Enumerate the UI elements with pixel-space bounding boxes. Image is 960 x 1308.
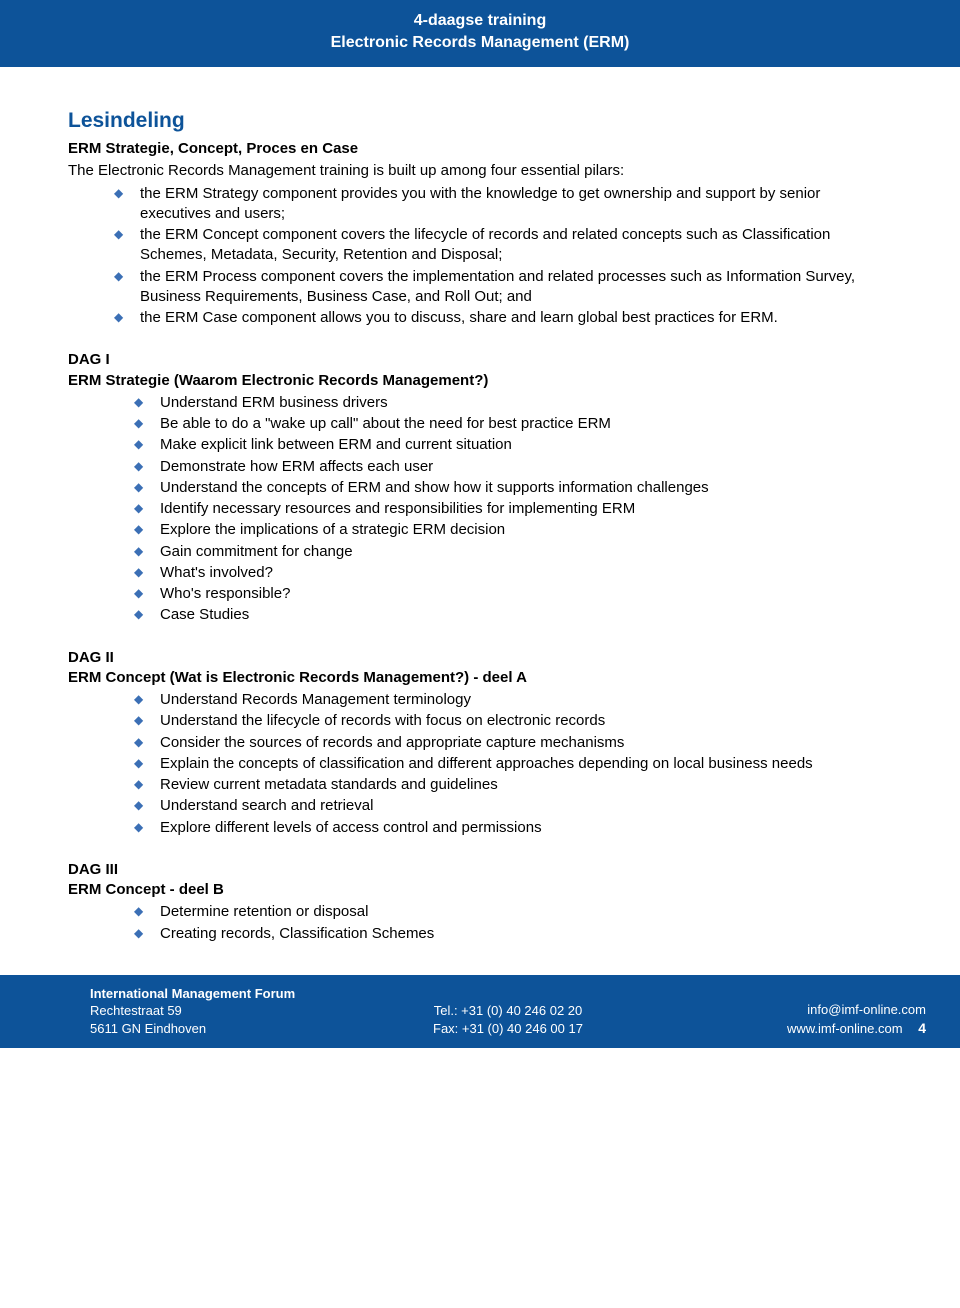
footer-fax: Fax: +31 (0) 40 246 00 17 — [375, 1020, 640, 1038]
document-header: 4-daagse training Electronic Records Man… — [0, 0, 960, 67]
list-item: Understand the concepts of ERM and show … — [134, 478, 892, 498]
list-item: the ERM Process component covers the imp… — [114, 267, 892, 308]
footer-email: info@imf-online.com — [661, 1001, 926, 1019]
list-item: Who's responsible? — [134, 584, 892, 604]
list-item: Demonstrate how ERM affects each user — [134, 457, 892, 477]
intro-text: The Electronic Records Management traini… — [68, 161, 892, 181]
footer-address: International Management Forum Rechtestr… — [0, 985, 365, 1038]
list-item: Creating records, Classification Schemes — [134, 924, 892, 944]
dag-label: DAG I — [68, 350, 892, 370]
dag1-list: Understand ERM business drivers Be able … — [68, 393, 892, 626]
footer-web: info@imf-online.com www.imf-online.com 4 — [651, 1001, 960, 1037]
list-item: Identify necessary resources and respons… — [134, 499, 892, 519]
footer-org: International Management Forum — [90, 985, 355, 1003]
document-footer: International Management Forum Rechtestr… — [0, 975, 960, 1048]
pilars-list: the ERM Strategy component provides you … — [68, 184, 892, 329]
dag2-list: Understand Records Management terminolog… — [68, 690, 892, 838]
list-item: Understand ERM business drivers — [134, 393, 892, 413]
dag-subtitle: ERM Concept - deel B — [68, 880, 892, 900]
list-item: the ERM Strategy component provides you … — [114, 184, 892, 225]
footer-contact: Tel.: +31 (0) 40 246 02 20 Fax: +31 (0) … — [365, 1002, 650, 1037]
dag-label: DAG II — [68, 648, 892, 668]
list-item: the ERM Case component allows you to dis… — [114, 308, 892, 328]
footer-tel: Tel.: +31 (0) 40 246 02 20 — [375, 1002, 640, 1020]
list-item: Determine retention or disposal — [134, 902, 892, 922]
header-line1: 4-daagse training — [0, 10, 960, 32]
list-item: Gain commitment for change — [134, 542, 892, 562]
list-item: Be able to do a "wake up call" about the… — [134, 414, 892, 434]
page-number: 4 — [918, 1019, 926, 1038]
list-item: Explore the implications of a strategic … — [134, 520, 892, 540]
dag3-list: Determine retention or disposal Creating… — [68, 902, 892, 944]
document-body: Lesindeling ERM Strategie, Concept, Proc… — [0, 67, 960, 975]
dag-label: DAG III — [68, 860, 892, 880]
list-item: Understand Records Management terminolog… — [134, 690, 892, 710]
footer-addr2: 5611 GN Eindhoven — [90, 1020, 355, 1038]
footer-website: www.imf-online.com — [787, 1021, 903, 1036]
dag-subtitle: ERM Concept (Wat is Electronic Records M… — [68, 668, 892, 688]
list-item: Explore different levels of access contr… — [134, 818, 892, 838]
list-item: Review current metadata standards and gu… — [134, 775, 892, 795]
footer-addr1: Rechtestraat 59 — [90, 1002, 355, 1020]
list-item: Make explicit link between ERM and curre… — [134, 435, 892, 455]
section-title: Lesindeling — [68, 107, 892, 135]
header-line2: Electronic Records Management (ERM) — [0, 32, 960, 54]
list-item: What's involved? — [134, 563, 892, 583]
list-item: Case Studies — [134, 605, 892, 625]
list-item: the ERM Concept component covers the lif… — [114, 225, 892, 266]
section-subtitle: ERM Strategie, Concept, Proces en Case — [68, 139, 892, 159]
list-item: Understand search and retrieval — [134, 796, 892, 816]
list-item: Explain the concepts of classification a… — [134, 754, 892, 774]
list-item: Understand the lifecycle of records with… — [134, 711, 892, 731]
dag-subtitle: ERM Strategie (Waarom Electronic Records… — [68, 371, 892, 391]
list-item: Consider the sources of records and appr… — [134, 733, 892, 753]
